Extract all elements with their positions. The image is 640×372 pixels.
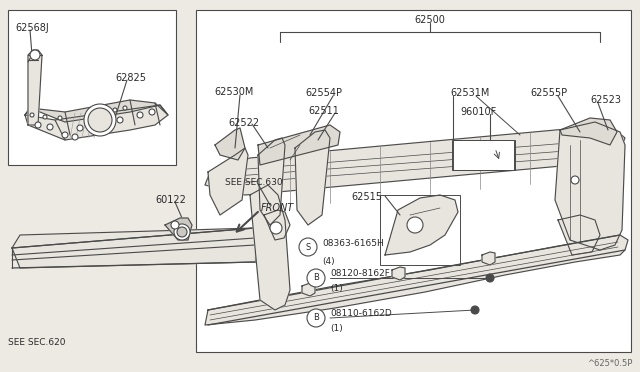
Text: 62531M: 62531M	[450, 88, 490, 98]
Circle shape	[471, 306, 479, 314]
Text: 62555P: 62555P	[530, 88, 567, 98]
Circle shape	[571, 176, 579, 184]
Polygon shape	[560, 118, 617, 145]
Polygon shape	[12, 228, 268, 268]
Circle shape	[307, 269, 325, 287]
Text: ^625*0.5P: ^625*0.5P	[587, 359, 632, 368]
Circle shape	[407, 217, 423, 233]
Circle shape	[62, 132, 68, 138]
Polygon shape	[264, 210, 290, 240]
Text: 62515: 62515	[351, 192, 382, 202]
Circle shape	[137, 112, 143, 118]
Text: 62568J: 62568J	[15, 23, 49, 33]
Polygon shape	[208, 148, 248, 215]
Text: 62500: 62500	[415, 15, 445, 25]
Polygon shape	[215, 128, 245, 160]
Polygon shape	[28, 50, 42, 125]
Text: 62522: 62522	[228, 118, 259, 128]
Bar	[196, 10, 631, 352]
Circle shape	[486, 274, 494, 282]
Text: 62511: 62511	[308, 106, 339, 116]
Circle shape	[299, 238, 317, 256]
Text: B: B	[313, 273, 319, 282]
Text: (1): (1)	[330, 324, 343, 333]
Circle shape	[174, 224, 190, 240]
Polygon shape	[25, 105, 168, 140]
Circle shape	[72, 134, 78, 140]
Text: 62554P: 62554P	[305, 88, 342, 98]
Circle shape	[84, 104, 116, 136]
Polygon shape	[258, 138, 285, 225]
Polygon shape	[205, 125, 625, 195]
Circle shape	[35, 122, 41, 128]
Polygon shape	[302, 283, 315, 296]
Text: SEE SEC.620: SEE SEC.620	[8, 338, 65, 347]
Circle shape	[149, 109, 155, 115]
Circle shape	[113, 108, 117, 112]
Circle shape	[270, 222, 282, 234]
Text: B: B	[313, 314, 319, 323]
Polygon shape	[385, 195, 458, 255]
Text: 62825: 62825	[115, 73, 146, 83]
Text: (4): (4)	[322, 257, 335, 266]
Polygon shape	[258, 125, 340, 165]
Circle shape	[77, 125, 83, 131]
Circle shape	[47, 124, 53, 130]
Text: 08363-6165H: 08363-6165H	[322, 238, 384, 247]
Polygon shape	[482, 252, 495, 265]
Circle shape	[43, 115, 47, 119]
Circle shape	[307, 309, 325, 327]
Circle shape	[171, 221, 179, 229]
Polygon shape	[558, 215, 600, 255]
Polygon shape	[25, 100, 168, 122]
Circle shape	[123, 106, 127, 110]
Polygon shape	[165, 218, 192, 240]
Text: FRONT: FRONT	[261, 203, 294, 213]
Circle shape	[30, 113, 34, 117]
Polygon shape	[555, 122, 625, 250]
Text: 08120-8162F: 08120-8162F	[330, 269, 390, 278]
Polygon shape	[392, 267, 405, 280]
Bar	[453, 140, 515, 170]
Polygon shape	[250, 185, 290, 310]
Text: 62530M: 62530M	[214, 87, 253, 97]
Text: 60122: 60122	[155, 195, 186, 205]
Bar	[452, 140, 514, 170]
Circle shape	[117, 117, 123, 123]
Text: 96010F: 96010F	[460, 107, 496, 117]
Bar	[380, 195, 460, 265]
Bar	[8, 10, 176, 165]
Circle shape	[30, 50, 40, 60]
Circle shape	[58, 116, 62, 120]
Circle shape	[88, 108, 112, 132]
Text: 08110-6162D: 08110-6162D	[330, 308, 392, 317]
Polygon shape	[295, 130, 330, 225]
Text: (1): (1)	[330, 284, 343, 293]
Polygon shape	[205, 235, 628, 325]
Circle shape	[177, 227, 187, 237]
Text: S: S	[305, 243, 310, 251]
Text: SEE SEC.630: SEE SEC.630	[225, 178, 283, 187]
Text: 62523: 62523	[590, 95, 621, 105]
